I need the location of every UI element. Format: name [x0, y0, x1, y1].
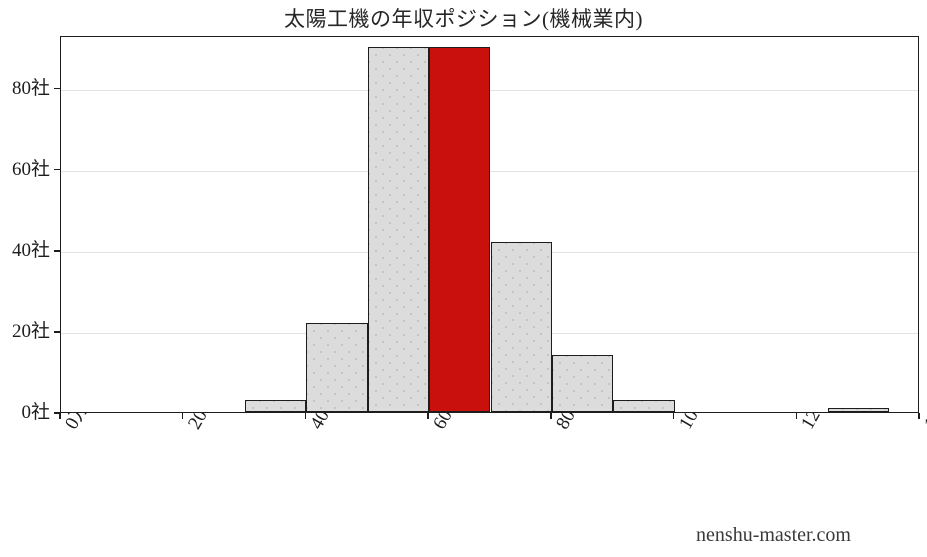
x-tick-mark	[182, 413, 184, 419]
x-tick-mark	[427, 413, 429, 419]
x-tick-mark	[918, 413, 920, 419]
bar	[551, 355, 614, 412]
bar-highlight	[429, 47, 491, 412]
x-tick-mark	[304, 413, 307, 419]
y-tick-label: 0社	[21, 402, 50, 423]
bar	[490, 241, 552, 412]
y-tick-mark	[54, 169, 60, 171]
y-tick-label: 80社	[11, 77, 50, 99]
y-tick-mark	[54, 250, 60, 252]
bar	[613, 399, 675, 412]
bar	[367, 47, 430, 412]
x-tick-mark	[550, 413, 552, 419]
plot-area	[60, 36, 919, 413]
plot-inner	[61, 37, 918, 412]
y-tick-label: 60社	[11, 158, 50, 180]
y-tick-mark	[54, 412, 60, 414]
y-tick-label: 20社	[11, 320, 50, 342]
y-tick-mark	[54, 87, 60, 90]
x-tick-mark	[672, 413, 675, 419]
x-tick-label: 1400万円	[920, 356, 927, 433]
x-tick-mark	[795, 413, 797, 419]
watermark-text: nenshu-master.com	[696, 524, 851, 546]
chart-title: 太陽工機の年収ポジション(機械業内)	[284, 7, 643, 31]
x-tick-mark	[59, 413, 61, 419]
y-tick-label: 40社	[11, 239, 50, 261]
bar	[827, 407, 890, 412]
y-tick-mark	[54, 331, 60, 333]
bar	[306, 322, 368, 412]
bar	[245, 399, 307, 412]
